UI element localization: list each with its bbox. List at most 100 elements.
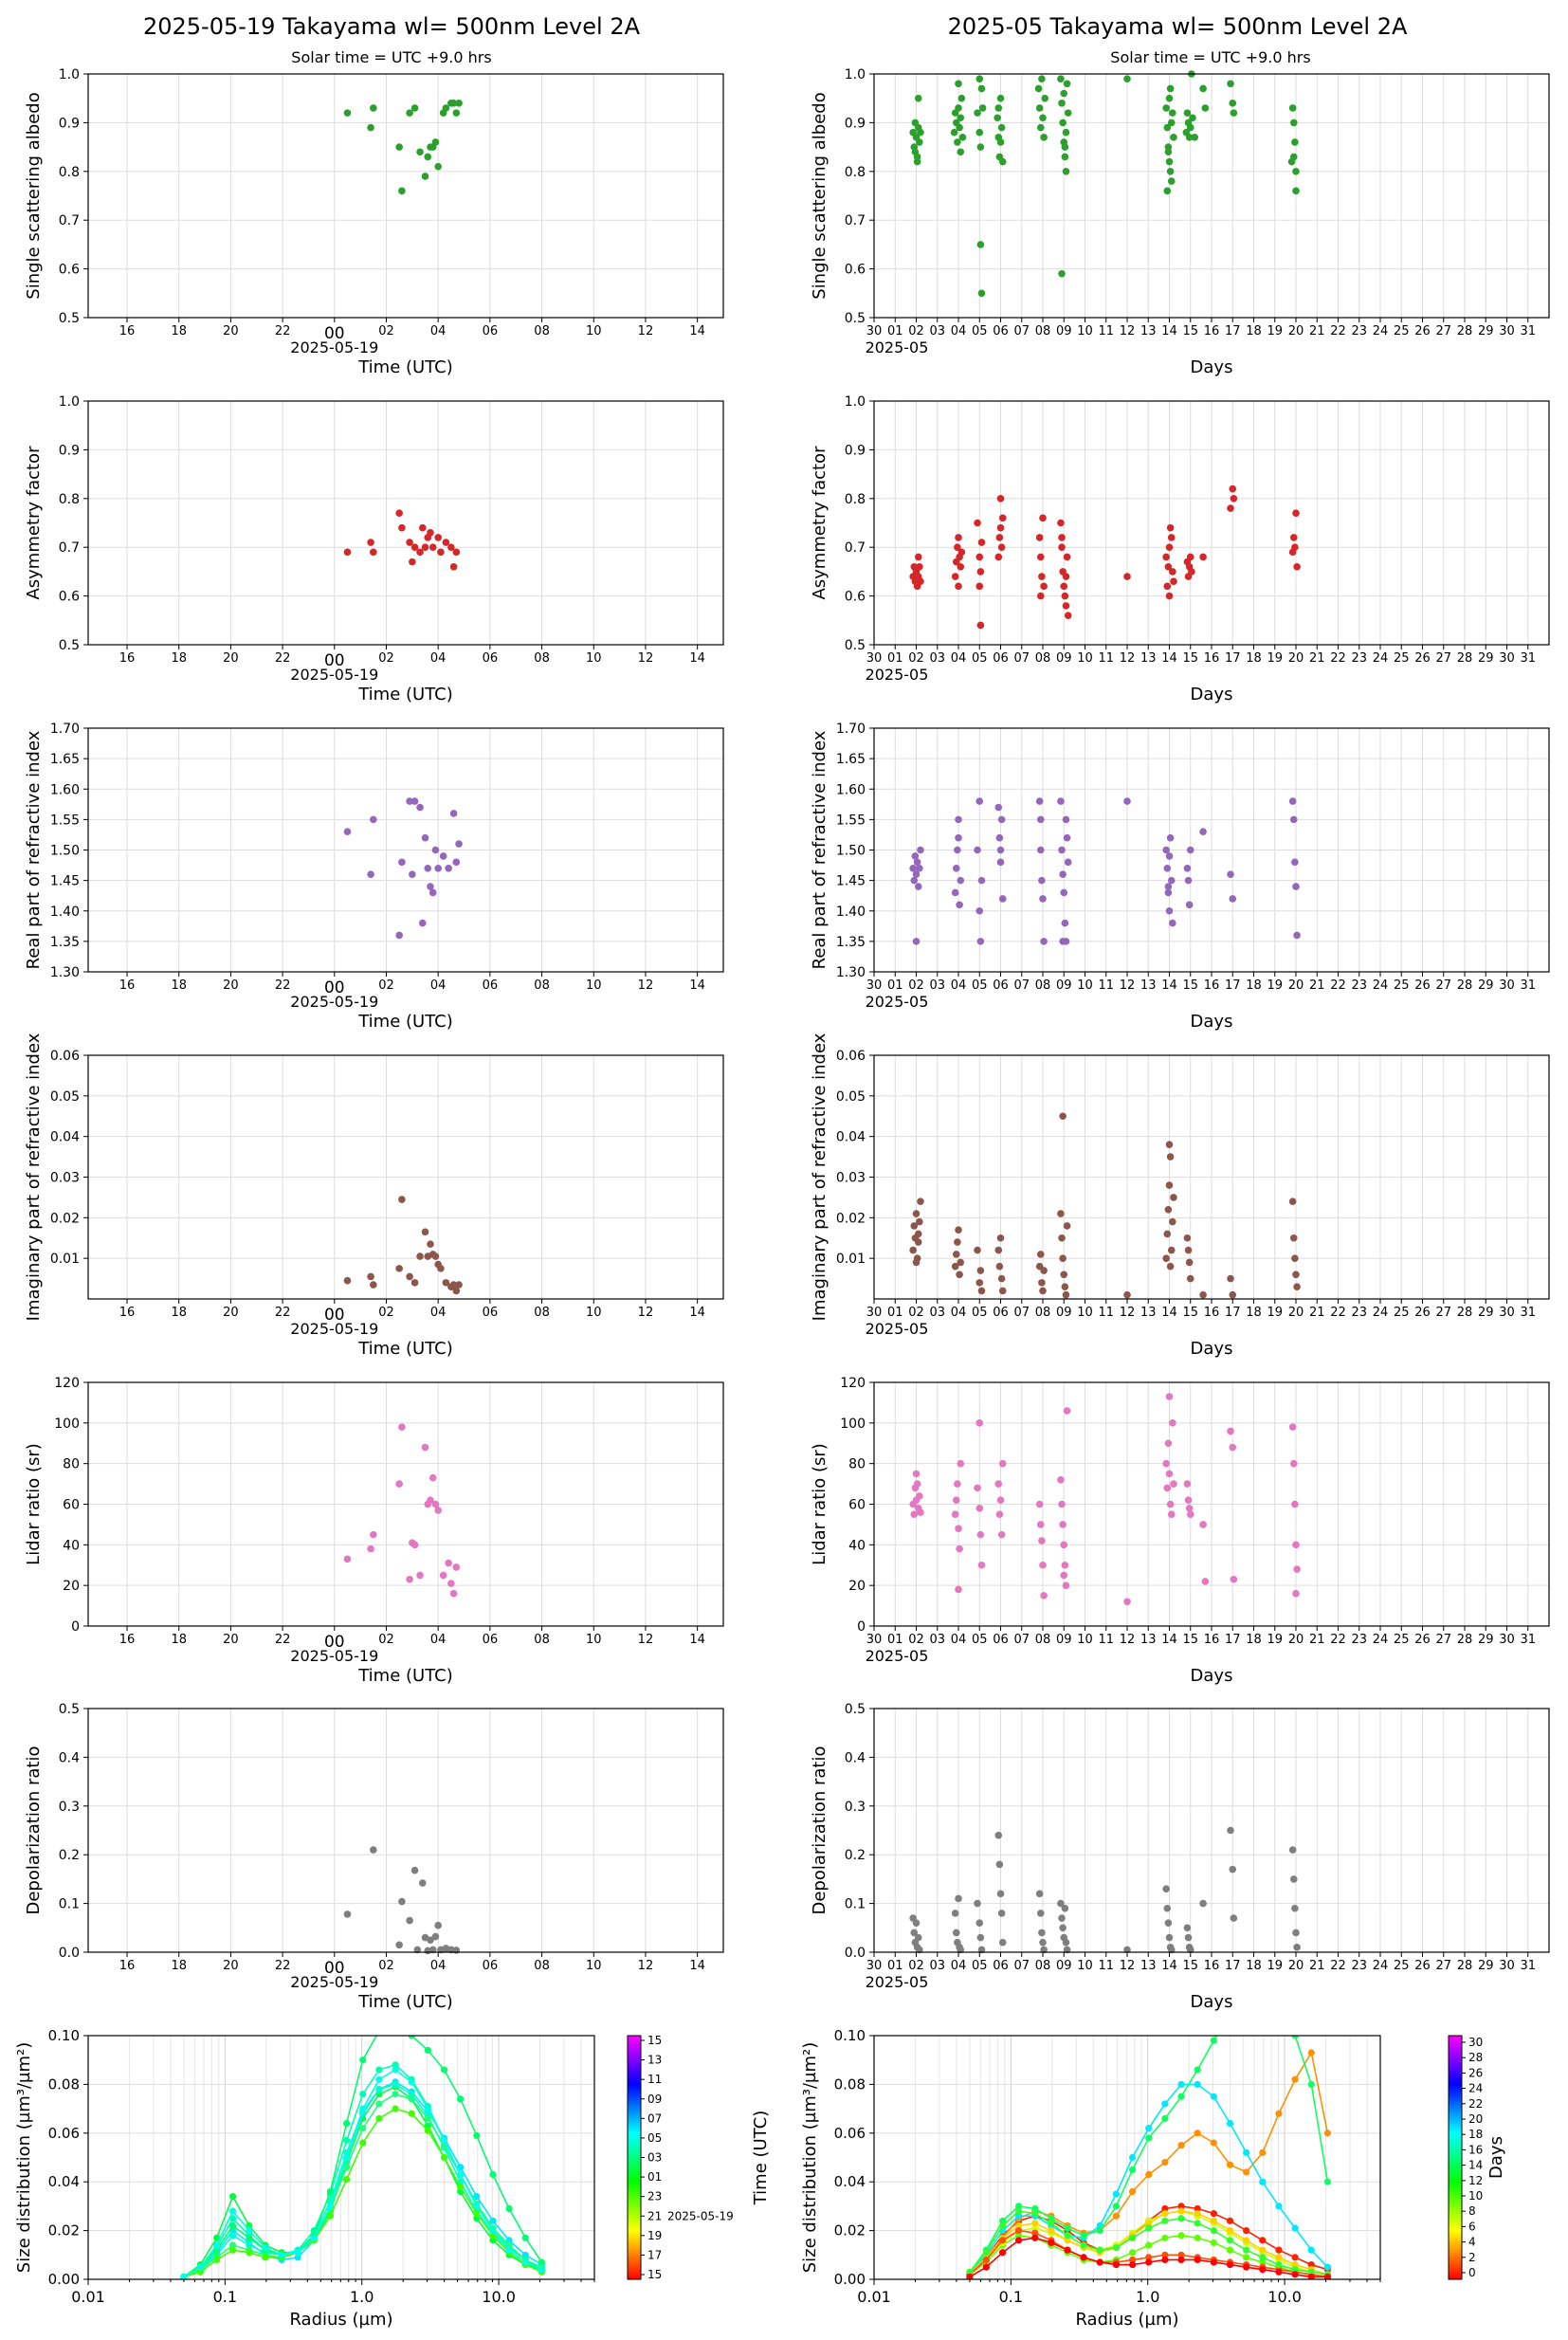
asym_month-point xyxy=(1057,519,1065,527)
y-tick-label: 0.9 xyxy=(845,443,866,458)
real_month-point xyxy=(1163,864,1172,872)
depol_month-point xyxy=(1063,1946,1071,1954)
y-tick-label: 0.02 xyxy=(836,1211,866,1226)
real_month-point xyxy=(1227,870,1234,878)
x-tick-label: 30 xyxy=(1499,1633,1515,1647)
size_day-series-point xyxy=(457,2095,465,2103)
depol_month-point xyxy=(1291,1904,1299,1912)
depol_month-point xyxy=(955,1894,962,1903)
x-tick-label: 00 xyxy=(324,1633,345,1652)
y-tick-label: 0.6 xyxy=(59,590,80,605)
x-tick-label: 20 xyxy=(223,1306,239,1320)
depol_month-point xyxy=(995,1860,1004,1869)
colorbar-tick-label: 2 xyxy=(1468,2251,1476,2264)
size_day-series-point xyxy=(246,2249,253,2257)
x-tick-label: 14 xyxy=(1161,978,1177,993)
ssa_month-point xyxy=(956,123,963,132)
x-date-label: 2025-05-19 xyxy=(290,993,378,1011)
asym_month-point xyxy=(997,543,1006,551)
asym_day-point xyxy=(434,534,442,541)
ssa_day-point xyxy=(434,162,442,171)
ssa_month-point xyxy=(1035,104,1044,112)
y-tick-label: 0.6 xyxy=(845,590,866,605)
x-tick-label: 12 xyxy=(1120,651,1136,666)
depol_month-point xyxy=(914,1933,922,1942)
asym_day-point xyxy=(416,548,424,557)
x-tick-label: 11 xyxy=(1098,1959,1114,1973)
x-tick-label: 11 xyxy=(1098,1306,1114,1320)
x-tick-label: 18 xyxy=(171,1633,187,1647)
colorbar-tick-label: 23 xyxy=(647,2190,662,2203)
x-tick-label: 08 xyxy=(534,1959,550,1973)
right-title: 2025-05 Takayama wl= 500nm Level 2A xyxy=(948,13,1408,40)
y-axis-label: Depolarization ratio xyxy=(24,1746,44,1915)
ssa_month-point xyxy=(976,143,985,151)
x-axis-label: Days xyxy=(1191,1666,1233,1686)
imag_month-point xyxy=(914,1230,922,1238)
x-tick-label: 28 xyxy=(1457,978,1473,993)
real_month-point xyxy=(976,938,985,945)
colorbar-title: Time (UTC) xyxy=(751,2111,771,2206)
real_month-point xyxy=(996,858,1005,867)
asym_month-point xyxy=(1169,568,1176,576)
y-tick-label: 0.00 xyxy=(48,2271,80,2288)
ssa_day-point xyxy=(442,104,450,112)
x-tick-label: 25 xyxy=(1394,1633,1410,1647)
ssa_month-point xyxy=(1199,84,1207,93)
imag_month-point xyxy=(1166,1153,1175,1161)
y-tick-label: 40 xyxy=(848,1538,866,1553)
real_month-point xyxy=(1184,876,1193,885)
x-date-label: 2025-05 xyxy=(866,1320,929,1338)
ssa_month-point xyxy=(955,104,962,112)
lidar_month-point xyxy=(1040,1592,1048,1600)
depol_day-point xyxy=(418,1879,427,1887)
imag_day-point xyxy=(343,1276,352,1285)
x-tick-label: 10 xyxy=(1077,651,1093,666)
x-tick-label: 15 xyxy=(1182,324,1198,338)
left-colorbar: 15 13 11 09 07 05 03 01 23 21 19 17 15 2025-05-19 Time… xyxy=(627,2034,771,2281)
y-tick-label: 1.65 xyxy=(50,752,80,767)
y-tick-label: 1.50 xyxy=(836,844,866,859)
size_month-series-point xyxy=(1307,2080,1315,2088)
size_month-series-point xyxy=(1128,2249,1137,2257)
ssa_month-point xyxy=(1162,104,1170,112)
asym_month-point xyxy=(996,523,1005,532)
imag_month-point xyxy=(1199,1290,1207,1299)
size_month-series-point xyxy=(1194,2220,1201,2227)
x-tick-label: 1.0 xyxy=(1136,2288,1159,2306)
x-date-label: 2025-05 xyxy=(866,993,929,1011)
x-axis-label: Time (UTC) xyxy=(357,357,453,377)
size_month-series-point xyxy=(1064,2224,1071,2232)
depol_month-point xyxy=(1230,1914,1238,1922)
x-tick-label: 12 xyxy=(638,1306,654,1320)
asym_month-point xyxy=(1186,553,1194,561)
asym_day-point xyxy=(418,523,427,532)
size_day-series-point xyxy=(424,2127,431,2134)
size_month-series-point xyxy=(1112,2203,1121,2210)
size_month-series-point xyxy=(1307,2049,1315,2057)
size_month-series-point xyxy=(1243,2237,1250,2244)
x-tick-label: 27 xyxy=(1435,324,1451,338)
real_month-point xyxy=(1123,797,1131,805)
size_month-series-point xyxy=(1080,2254,1087,2261)
y-tick-label: 0.7 xyxy=(845,540,866,556)
x-tick-label: 27 xyxy=(1435,1959,1451,1973)
imag_month-point xyxy=(975,1279,984,1287)
x-axis-label: Days xyxy=(1191,1012,1233,1032)
depol_month-point xyxy=(957,1946,965,1954)
size_month-series-point xyxy=(1048,2227,1055,2235)
x-tick-label: 19 xyxy=(1267,978,1283,993)
size_day-series-point xyxy=(538,2258,546,2266)
x-tick-label: 19 xyxy=(1267,1633,1283,1647)
x-tick-label: 15 xyxy=(1182,1306,1198,1320)
x-tick-label: 07 xyxy=(1013,978,1030,993)
x-tick-label: 26 xyxy=(1414,978,1431,993)
lidar_day-frame xyxy=(87,1381,724,1627)
ssa_month-point xyxy=(955,80,962,88)
x-tick-label: 20 xyxy=(223,1959,239,1973)
y-tick-label: 0.9 xyxy=(59,116,80,131)
size_month-series-point xyxy=(1161,2114,1169,2122)
real_month-point xyxy=(1035,797,1044,805)
size_month-series-point xyxy=(1048,2215,1055,2222)
real_month-point xyxy=(975,797,984,805)
